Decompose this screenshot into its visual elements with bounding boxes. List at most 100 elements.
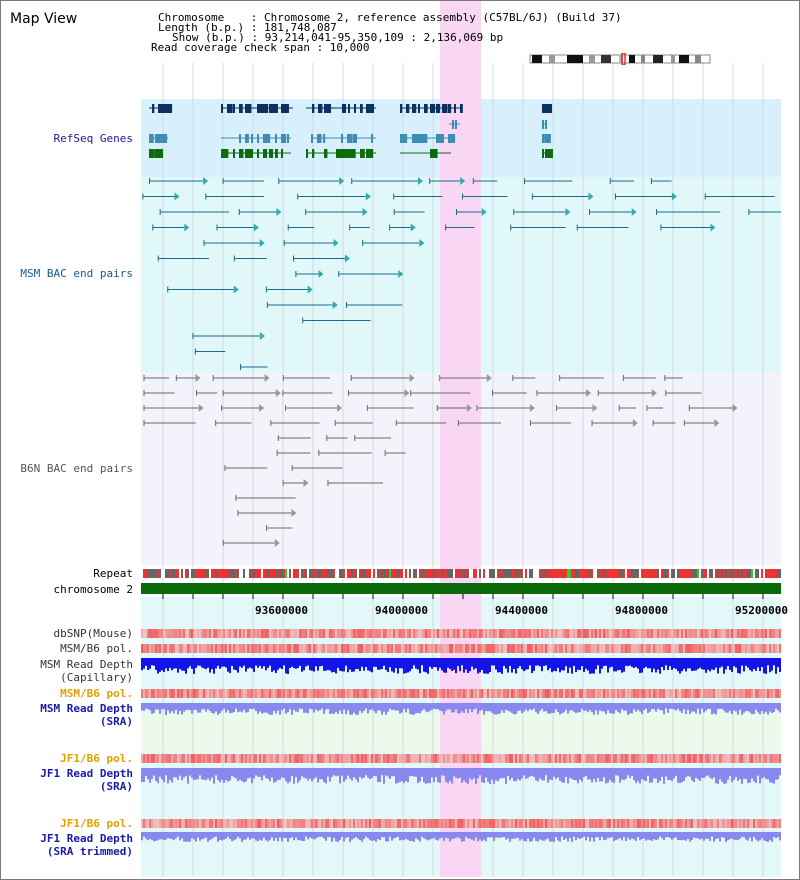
jf1-b6-pol-trimmed-strip <box>177 819 179 828</box>
jf1-depth-sra-bar <box>397 768 399 783</box>
jf1-depth-sra-bar <box>177 768 179 780</box>
jf1-b6-pol-strip <box>687 754 689 763</box>
repeat-element <box>219 569 221 578</box>
dbsnp-strip <box>159 629 161 638</box>
jf1-b6-pol-trimmed-strip <box>225 819 227 828</box>
msm-depth-capillary-bar <box>699 658 701 668</box>
msm-b6-pol-sra-strip <box>531 689 533 698</box>
msm-depth-sra-bar <box>537 703 539 715</box>
jf1-depth-trimmed-bar <box>271 832 273 838</box>
jf1-b6-pol-trimmed-strip <box>575 819 577 828</box>
msm-depth-sra-bar <box>509 703 511 712</box>
msm-depth-capillary-bar <box>665 658 667 666</box>
jf1-b6-pol-trimmed-strip <box>157 819 159 828</box>
jf1-depth-sra-bar <box>215 768 217 776</box>
repeat-element <box>437 569 439 578</box>
msm-depth-capillary-bar <box>597 658 599 666</box>
jf1-b6-pol-trimmed-strip <box>299 819 301 828</box>
msm-b6-pol-sra-strip <box>779 689 781 698</box>
dbsnp-strip <box>419 629 421 638</box>
jf1-b6-pol-strip <box>511 754 513 763</box>
jf1-b6-pol-trimmed-strip <box>729 819 731 828</box>
msm-b6-pol-strip <box>555 644 557 653</box>
jf1-b6-pol-strip <box>597 754 599 763</box>
jf1-depth-sra-bar <box>549 768 551 780</box>
msm-b6-pol-sra-strip <box>345 689 347 698</box>
msm-b6-pol-strip <box>669 644 671 653</box>
gene-exon <box>287 134 289 143</box>
msm-b6-pol-strip <box>485 644 487 653</box>
jf1-depth-trimmed-bar <box>669 832 671 838</box>
dbsnp-strip <box>655 629 657 638</box>
bac-end-arrow <box>233 285 239 294</box>
jf1-depth-trimmed-bar <box>255 832 257 841</box>
msm-depth-capillary-bar <box>753 658 755 669</box>
msm-depth-sra-bar <box>305 703 307 713</box>
chromosome-ideogram[interactable] <box>529 53 713 65</box>
msm-depth-capillary-bar <box>169 658 171 668</box>
jf1-b6-pol-trimmed-strip <box>325 819 327 828</box>
msm-b6-pol-sra-strip <box>151 689 153 698</box>
msm-depth-sra-bar <box>163 703 165 710</box>
msm-b6-pol-strip <box>479 644 481 653</box>
jf1-b6-pol-strip <box>229 754 231 763</box>
jf1-depth-trimmed-bar <box>647 832 649 840</box>
msm-b6-pol-sra-strip <box>669 689 671 698</box>
msm-b6-pol-strip <box>507 644 509 653</box>
msm-depth-capillary-bar <box>573 658 575 666</box>
jf1-depth-trimmed-bar <box>641 832 643 839</box>
msm-depth-sra-bar <box>145 703 147 709</box>
msm-depth-sra-bar <box>225 703 227 713</box>
repeat-element <box>199 569 201 578</box>
jf1-depth-trimmed-bar <box>505 832 507 840</box>
dbsnp-strip <box>569 629 571 638</box>
msm-depth-capillary-bar <box>371 658 373 673</box>
msm-b6-pol-strip <box>237 644 239 653</box>
msm-depth-capillary-bar <box>575 658 577 673</box>
msm-depth-capillary-bar <box>377 658 379 670</box>
dbsnp-strip <box>225 629 227 638</box>
msm-depth-capillary-bar <box>751 658 753 672</box>
jf1-depth-trimmed-bar <box>671 832 673 840</box>
jf1-b6-pol-strip <box>307 754 309 763</box>
msm-b6-pol-sra-strip <box>605 689 607 698</box>
dbsnp-strip <box>353 629 355 638</box>
gene-exon <box>545 104 553 113</box>
gene-exon <box>341 134 343 143</box>
jf1-depth-sra-bar <box>507 768 509 777</box>
repeat-element <box>753 569 755 578</box>
msm-b6-pol-strip <box>155 644 157 653</box>
msm-b6-pol-sra-strip <box>255 689 257 698</box>
dbsnp-strip <box>441 629 443 638</box>
jf1-depth-trimmed-bar <box>177 832 179 837</box>
msm-depth-capillary-bar <box>249 658 251 668</box>
msm-b6-pol-strip <box>397 644 399 653</box>
msm-depth-sra-bar <box>441 703 443 712</box>
dbsnp-strip <box>573 629 575 638</box>
repeat-element <box>763 569 765 578</box>
jf1-b6-pol-trimmed-strip <box>193 819 195 828</box>
msm-b6-pol-strip <box>191 644 193 653</box>
msm-b6-pol-strip <box>631 644 633 653</box>
jf1-b6-pol-strip <box>705 754 707 763</box>
jf1-b6-pol-trimmed-strip <box>673 819 675 828</box>
msm-b6-pol-sra-strip <box>175 689 177 698</box>
dbsnp-strip <box>413 629 415 638</box>
msm-b6-pol-strip <box>301 644 303 653</box>
jf1-b6-pol-strip <box>165 754 167 763</box>
msm-depth-capillary-bar <box>769 658 771 673</box>
repeat-element <box>765 569 767 578</box>
msm-b6-pol-sra-strip <box>575 689 577 698</box>
msm-b6-pol-sra-strip <box>687 689 689 698</box>
msm-b6-pol-strip <box>253 644 255 653</box>
msm-depth-sra-bar <box>713 703 715 714</box>
msm-b6-pol-strip <box>325 644 327 653</box>
repeat-element <box>579 569 581 578</box>
repeat-element <box>677 569 679 578</box>
jf1-b6-pol-strip <box>259 754 261 763</box>
jf1-b6-pol-strip <box>197 754 199 763</box>
jf1-b6-pol-strip <box>503 754 505 763</box>
jf1-b6-pol-strip <box>387 754 389 763</box>
msm-b6-pol-sra-strip <box>431 689 433 698</box>
